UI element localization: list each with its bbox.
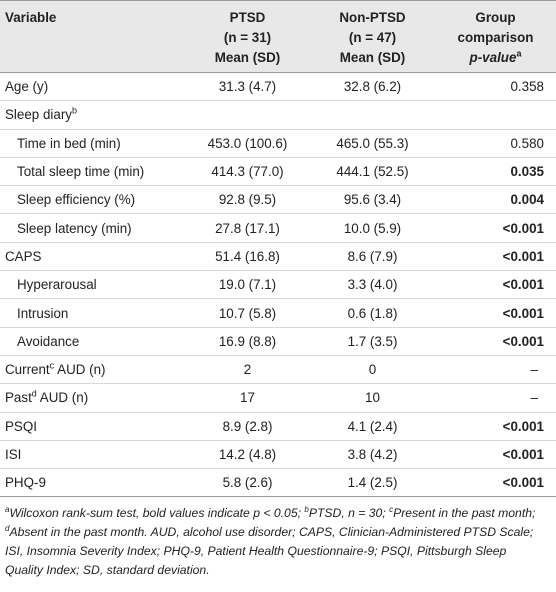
cell-pvalue: 0.035 [435,157,556,187]
cell-ptsd: 5.8 (2.6) [185,468,310,498]
row-label: Age (y) [0,72,185,102]
table-row: Total sleep time (min) 414.3 (77.0) 444.1 … [0,157,556,187]
footnote-text: Present in the past month; [393,506,536,520]
row-label: Hyperarousal [0,270,185,300]
table-footnote: aWilcoxon rank-sum test, bold values ind… [5,504,545,580]
cell-non-ptsd: 3.8 (4.2) [310,440,435,470]
cell-pvalue: <0.001 [435,468,556,498]
table-row: Currentc AUD (n) 2 0– [0,355,556,385]
cell-ptsd: 2 [185,355,310,385]
table-row: Intrusion 10.7 (5.8) 0.6 (1.8) <0.001 [0,298,556,328]
cell-ptsd: 14.2 (4.8) [185,440,310,470]
row-label: Sleep diaryb [0,100,185,130]
table-row: Time in bed (min) 453.0 (100.6) 465.0 (55.… [0,129,556,158]
cell-ptsd: 27.8 (17.1) [185,213,310,243]
cell-pvalue: 0.004 [435,185,556,215]
cell-non-ptsd: 10.0 (5.9) [310,213,435,243]
row-label: Sleep latency (min) [0,213,185,243]
row-label: Avoidance [0,327,185,356]
cell-pvalue: 0.580 [435,129,556,158]
cell-pvalue: – [435,383,556,413]
cell-pvalue: <0.001 [435,412,556,441]
footnote-marker: d [5,523,10,533]
row-label: ISI [0,440,185,470]
cell-pvalue: <0.001 [435,242,556,272]
row-label: Sleep efficiency (%) [0,185,185,215]
cell-pvalue: <0.001 [435,298,556,328]
row-label: Time in bed (min) [0,129,185,158]
cell-non-ptsd [310,100,435,130]
footnote-text: PTSD, n = 30; [308,506,390,520]
table-row: PSQI 8.9 (2.8) 4.1 (2.4) <0.001 [0,412,556,441]
table-row: Sleep efficiency (%) 92.8 (9.5) 95.6 (3.4)… [0,185,556,215]
table-row: Pastd AUD (n) 17 10– [0,383,556,413]
cell-pvalue: <0.001 [435,440,556,470]
cell-non-ptsd: 32.8 (6.2) [310,72,435,102]
table-row: CAPS 51.4 (16.8) 8.6 (7.9) <0.001 [0,242,556,272]
cell-non-ptsd: 95.6 (3.4) [310,185,435,215]
row-label: PSQI [0,412,185,441]
row-label: PHQ-9 [0,468,185,498]
cell-ptsd: 92.8 (9.5) [185,185,310,215]
cell-non-ptsd: 1.4 (2.5) [310,468,435,498]
cell-non-ptsd: 444.1 (52.5) [310,157,435,187]
cell-non-ptsd: 10 [310,383,435,413]
cell-ptsd: 453.0 (100.6) [185,129,310,158]
table-row: Avoidance 16.9 (8.8) 1.7 (3.5) <0.001 [0,327,556,356]
cell-non-ptsd: 4.1 (2.4) [310,412,435,441]
cell-ptsd: 31.3 (4.7) [185,72,310,102]
table-row: Sleep diaryb [0,100,556,130]
footnote-marker: a [5,504,10,514]
cell-pvalue: <0.001 [435,213,556,243]
footnote-marker: c [389,504,394,514]
data-table: Variable PTSD (n = 31) Mean (SD) Non-PTS… [0,0,556,498]
row-label: Total sleep time (min) [0,157,185,187]
cell-non-ptsd: 3.3 (4.0) [310,270,435,300]
header-pvalue: Group comparison p-valuea [435,0,556,73]
cell-pvalue: – [435,355,556,385]
cell-ptsd: 16.9 (8.8) [185,327,310,356]
cell-ptsd: 51.4 (16.8) [185,242,310,272]
row-label: Pastd AUD (n) [0,383,185,413]
footnote-text: Absent in the past month. AUD, alcohol u… [5,525,534,577]
table-row: Sleep latency (min) 27.8 (17.1) 10.0 (5.9)… [0,213,556,243]
table-row: Age (y) 31.3 (4.7) 32.8 (6.2) 0.358 [0,72,556,102]
cell-pvalue: <0.001 [435,327,556,356]
header-non-ptsd: Non-PTSD (n = 47) Mean (SD) [310,0,435,73]
table-body: Age (y) 31.3 (4.7) 32.8 (6.2) 0.358 Sleep di… [0,72,556,498]
table-row: Hyperarousal 19.0 (7.1) 3.3 (4.0) <0.001 [0,270,556,300]
cell-pvalue: <0.001 [435,270,556,300]
table-row: PHQ-9 5.8 (2.6) 1.4 (2.5) <0.001 [0,468,556,498]
footnote-text: Wilcoxon rank-sum test, bold values indi… [9,506,305,520]
cell-ptsd: 10.7 (5.8) [185,298,310,328]
cell-ptsd: 8.9 (2.8) [185,412,310,441]
footnote-marker: b [304,504,309,514]
cell-non-ptsd: 8.6 (7.9) [310,242,435,272]
cell-pvalue: 0.358 [435,72,556,102]
cell-non-ptsd: 1.7 (3.5) [310,327,435,356]
cell-non-ptsd: 0 [310,355,435,385]
header-variable: Variable [0,0,185,73]
header-ptsd: PTSD (n = 31) Mean (SD) [185,0,310,73]
cell-ptsd: 414.3 (77.0) [185,157,310,187]
cell-ptsd: 19.0 (7.1) [185,270,310,300]
cell-ptsd [185,100,310,130]
cell-non-ptsd: 465.0 (55.3) [310,129,435,158]
cell-non-ptsd: 0.6 (1.8) [310,298,435,328]
row-label: CAPS [0,242,185,272]
cell-ptsd: 17 [185,383,310,413]
cell-pvalue [435,100,556,130]
header-row: Variable PTSD (n = 31) Mean (SD) Non-PTS… [0,0,556,73]
row-label: Intrusion [0,298,185,328]
row-label: Currentc AUD (n) [0,355,185,385]
table-row: ISI 14.2 (4.8) 3.8 (4.2) <0.001 [0,440,556,470]
